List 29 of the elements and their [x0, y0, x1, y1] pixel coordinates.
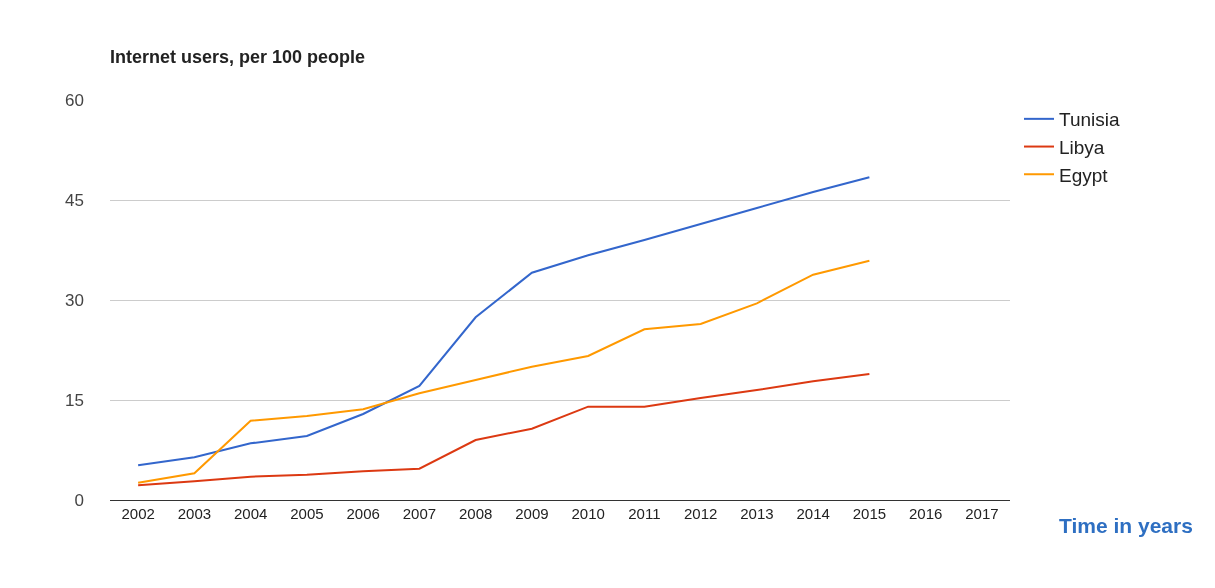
x-tick-label: 2017: [965, 505, 999, 522]
y-tick-label: 30: [65, 290, 84, 310]
x-tick-label: 2007: [402, 505, 437, 522]
y-tick-label: 45: [65, 190, 84, 210]
x-tick-label: 2003: [177, 505, 212, 522]
x-tick-label: 2016: [908, 505, 943, 522]
line-series: [137, 176, 871, 467]
x-tick-label: 2015: [852, 505, 887, 522]
line-series: [137, 259, 871, 484]
y-tick-label: 0: [74, 490, 84, 510]
chart-title: Internet users, per 100 people: [110, 46, 366, 67]
y-tick-label: 60: [65, 90, 84, 110]
legend-label: Libya: [1059, 136, 1105, 158]
x-tick-label: 2002: [121, 505, 155, 522]
text: Time in years: [1059, 514, 1193, 537]
x-tick-label: 2005: [290, 505, 324, 522]
x-tick-label: 2010: [571, 505, 605, 522]
legend-label: Egypt: [1059, 164, 1109, 186]
x-tick-label: 2006: [346, 505, 380, 522]
y-tick-label: 15: [65, 390, 84, 410]
x-tick-label: 2008: [458, 505, 493, 522]
x-tick-label: 2013: [740, 505, 774, 522]
x-tick-label: 2004: [233, 505, 268, 522]
x-tick-label: 2012: [683, 505, 718, 522]
x-tick-label: 2009: [515, 505, 549, 522]
x-tick-label: 2011: [628, 505, 661, 522]
x-tick-label: 2014: [796, 505, 830, 522]
legend-label: Tunisia: [1059, 109, 1120, 131]
line-series: [137, 373, 871, 487]
